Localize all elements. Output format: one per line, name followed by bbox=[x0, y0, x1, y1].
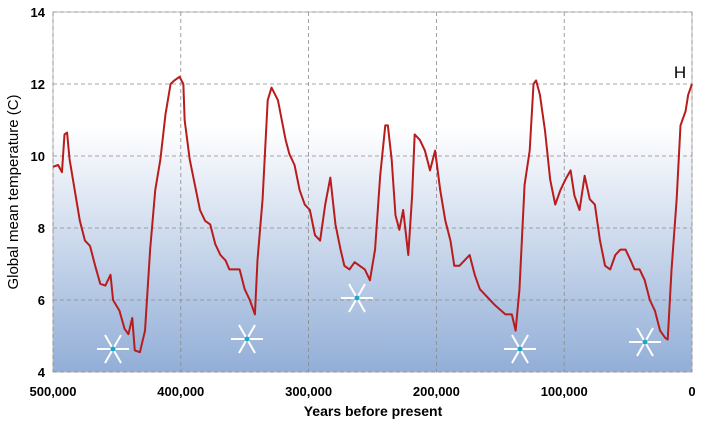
x-axis-label: Years before present bbox=[304, 403, 443, 419]
y-tick-label: 6 bbox=[38, 293, 45, 308]
annotation: H bbox=[674, 63, 686, 82]
y-tick-label: 10 bbox=[31, 149, 45, 164]
x-tick-label: 300,000 bbox=[285, 384, 332, 399]
y-tick-label: 4 bbox=[38, 365, 46, 380]
x-tick-label: 500,000 bbox=[30, 384, 77, 399]
grid bbox=[52, 11, 693, 373]
y-tick-label: 12 bbox=[31, 77, 45, 92]
y-axis-label: Global mean temperature (C) bbox=[5, 94, 22, 289]
x-tick-label: 100,000 bbox=[541, 384, 588, 399]
plot-area bbox=[52, 11, 693, 373]
y-tick-label: 14 bbox=[31, 5, 46, 20]
x-tick-label: 200,000 bbox=[413, 384, 460, 399]
y-tick-label: 8 bbox=[38, 221, 45, 236]
x-tick-label: 0 bbox=[688, 384, 695, 399]
x-tick-label: 400,000 bbox=[157, 384, 204, 399]
data-line bbox=[52, 75, 693, 354]
